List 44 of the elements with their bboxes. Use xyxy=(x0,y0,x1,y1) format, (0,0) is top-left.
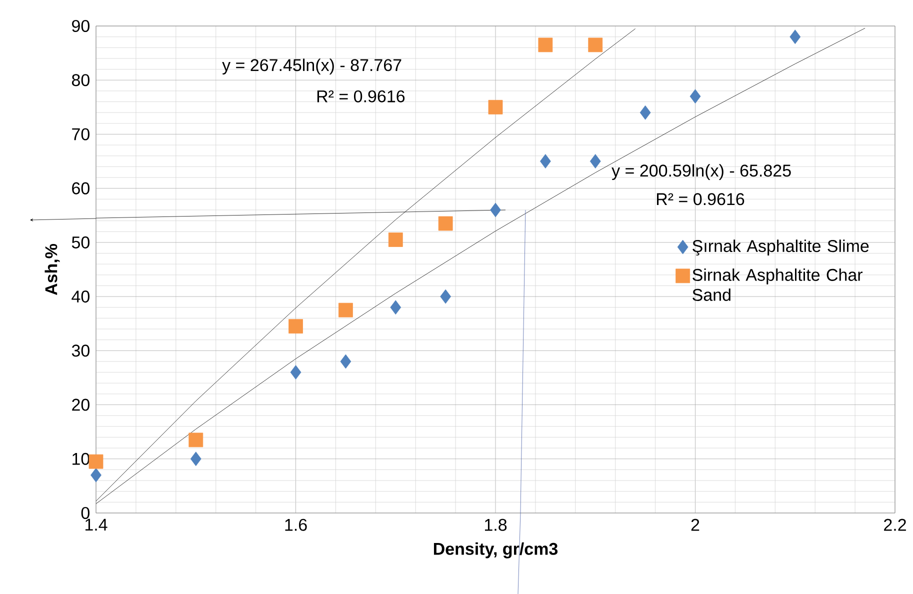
point xyxy=(538,38,553,52)
y-tick-label: 30 xyxy=(72,344,90,357)
point xyxy=(288,319,303,334)
point xyxy=(490,202,501,218)
point xyxy=(588,38,603,52)
point xyxy=(790,30,801,44)
x-tick-label: 1.8 xyxy=(484,518,507,531)
legend-label: Şırnak Asphaltite Slime xyxy=(692,240,869,256)
legend-label: Sirnak Asphaltite Char Sand xyxy=(692,268,863,301)
point xyxy=(188,432,204,448)
point xyxy=(190,452,202,466)
x-tick-label: 1.6 xyxy=(285,518,307,531)
y-tick-label: 10 xyxy=(72,452,90,465)
x-axis-title: Density, gr/cm3 xyxy=(434,542,558,558)
y-axis-title: Ash,% xyxy=(44,244,60,296)
x-tick-label: 2 xyxy=(691,518,700,531)
annotation: y = 200.59ln(x) - 65.825 xyxy=(612,164,791,180)
point xyxy=(388,232,403,247)
y-tick-label: 50 xyxy=(72,236,90,248)
point xyxy=(88,454,104,469)
point xyxy=(590,154,601,168)
y-tick-label: 80 xyxy=(72,74,90,86)
point xyxy=(438,216,453,231)
x-tick-label: 2.2 xyxy=(884,518,906,531)
point xyxy=(640,105,651,120)
point xyxy=(290,365,302,380)
annotation: R² = 0.9616 xyxy=(317,90,405,102)
point xyxy=(90,468,102,482)
point xyxy=(390,300,402,315)
x-tick-label: 1.4 xyxy=(85,518,108,531)
y-tick-label: 20 xyxy=(72,398,90,411)
y-tick-label: 0 xyxy=(81,506,90,520)
point xyxy=(690,89,701,104)
annotation: R² = 0.9616 xyxy=(656,193,744,206)
point xyxy=(540,154,551,168)
point xyxy=(340,354,352,369)
y-tick-label: 90 xyxy=(72,20,90,32)
y-tick-label: 60 xyxy=(72,182,90,194)
point xyxy=(440,289,452,304)
point xyxy=(488,100,503,114)
y-tick-label: 70 xyxy=(72,128,90,140)
point xyxy=(338,302,353,318)
y-tick-label: 40 xyxy=(72,290,90,303)
annotation: y = 267.45ln(x) - 87.767 xyxy=(222,58,402,74)
